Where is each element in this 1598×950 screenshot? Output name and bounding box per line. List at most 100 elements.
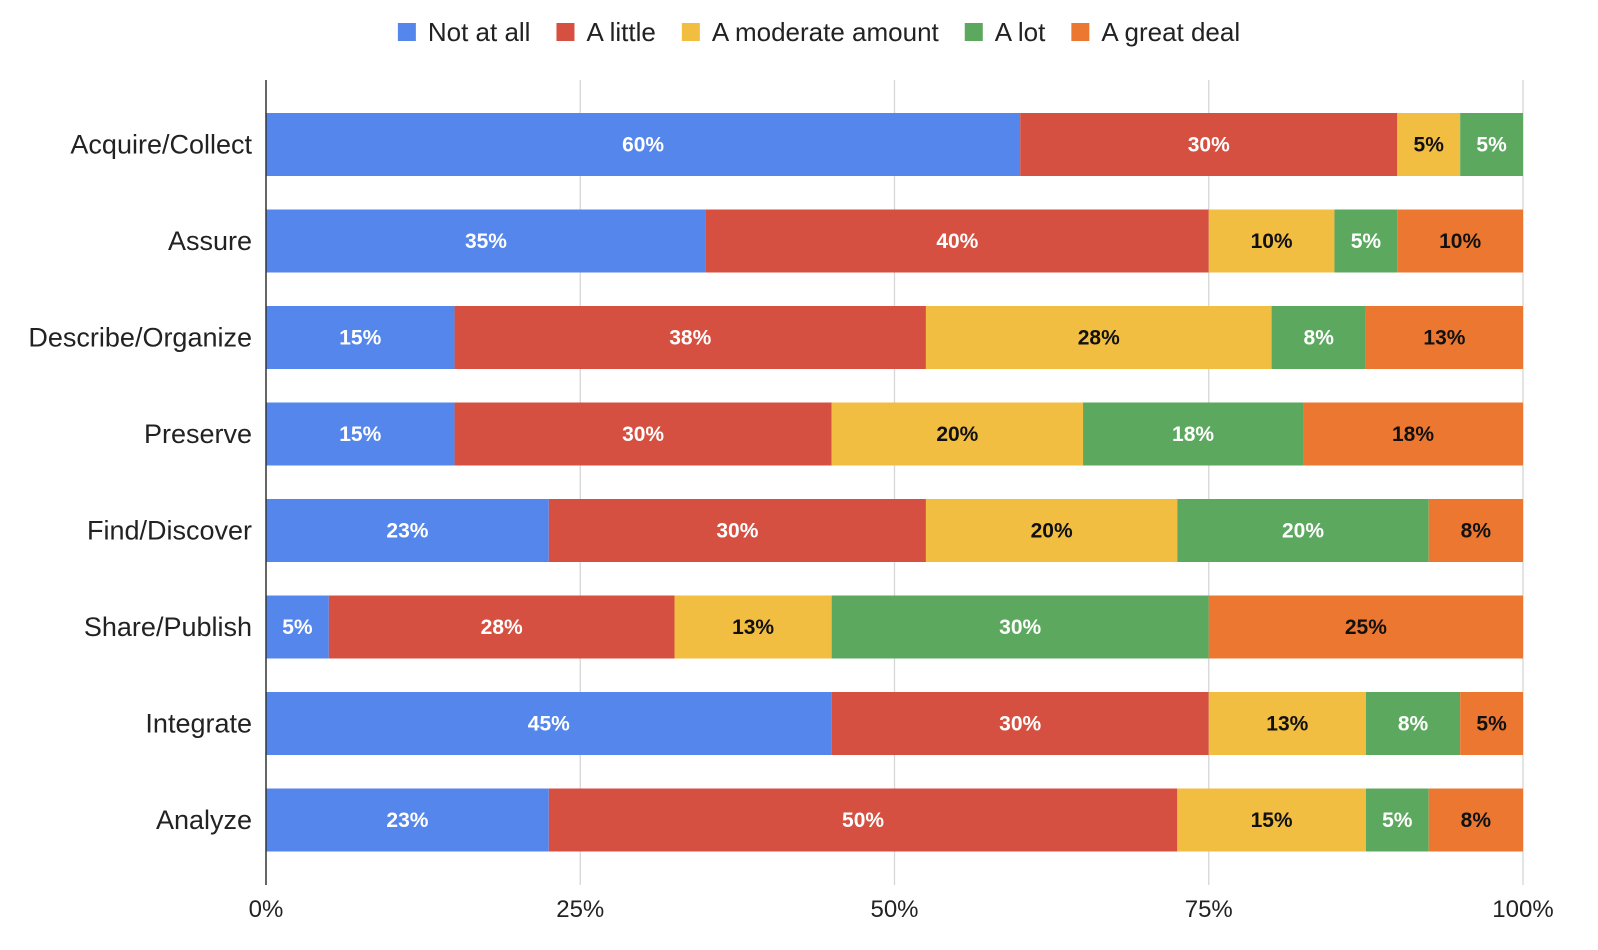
bar-segment xyxy=(1271,306,1366,369)
category-label: Analyze xyxy=(156,805,252,835)
data-label: 60% xyxy=(622,134,664,157)
bar-segment xyxy=(925,499,1178,562)
legend-label: A great deal xyxy=(1101,17,1240,47)
category-label: Find/Discover xyxy=(87,516,252,546)
legend-swatch xyxy=(556,23,575,41)
bar-segment xyxy=(1303,402,1523,466)
data-label: 5% xyxy=(1351,230,1382,253)
data-label: 40% xyxy=(936,230,978,253)
data-label: 20% xyxy=(1282,520,1324,543)
bar-segment xyxy=(454,402,832,466)
bar-segments xyxy=(266,113,1523,852)
legend-label: A lot xyxy=(995,17,1046,47)
data-label: 45% xyxy=(528,713,570,736)
x-axis: 0% 25% 50% 75% 100% xyxy=(249,80,1554,923)
x-tick-label: 50% xyxy=(870,896,918,923)
category-label: Describe/Organize xyxy=(28,323,252,353)
bar-segment xyxy=(674,595,832,659)
data-label: 18% xyxy=(1392,423,1434,446)
legend-item: A moderate amount xyxy=(681,17,940,47)
bar-segment xyxy=(266,499,549,562)
bar-segment xyxy=(1460,113,1523,176)
data-label: 10% xyxy=(1251,230,1293,253)
bar-segment xyxy=(266,788,549,852)
chart-legend: Not at all A little A moderate amount A lot… xyxy=(397,17,1240,47)
bar-segment xyxy=(1334,209,1398,273)
bar-segment xyxy=(266,402,455,466)
legend-label: Not at all xyxy=(428,17,531,47)
bar-segment xyxy=(548,499,926,562)
x-tick-label: 0% xyxy=(249,896,284,923)
legend-swatch xyxy=(964,23,983,41)
bar-segment xyxy=(831,692,1209,755)
bar-segment xyxy=(925,306,1272,369)
data-label: 8% xyxy=(1461,520,1492,543)
bar-segment xyxy=(548,788,1178,852)
x-tick-label: 25% xyxy=(556,896,604,923)
category-axis: Acquire/Collect Assure Describe/Organize Pr… xyxy=(28,130,252,836)
data-label: 20% xyxy=(1031,520,1073,543)
bar-segment xyxy=(266,692,832,755)
bar-segment xyxy=(454,306,926,369)
data-label: 10% xyxy=(1439,230,1481,253)
data-label: 28% xyxy=(1078,327,1120,350)
data-label: 23% xyxy=(386,520,428,543)
x-tick-label: 100% xyxy=(1492,896,1553,923)
segment-data-labels: 60% 30% 5% 5% 35% 40% 10% 5% 10% 15% 38% 28% 8% 13% 15… xyxy=(282,134,1507,833)
bar-segment xyxy=(1365,692,1461,755)
bar-segment xyxy=(266,209,706,273)
data-label: 13% xyxy=(732,616,774,639)
bar-segment xyxy=(1428,499,1523,562)
data-label: 15% xyxy=(339,327,381,350)
data-label: 30% xyxy=(622,423,664,446)
category-label: Assure xyxy=(168,226,252,256)
category-label: Acquire/Collect xyxy=(70,130,252,160)
bar-segment xyxy=(1177,788,1366,852)
bar-segment xyxy=(705,209,1209,273)
legend-label: A moderate amount xyxy=(712,17,940,47)
x-tick-label: 75% xyxy=(1185,896,1233,923)
data-label: 15% xyxy=(339,423,381,446)
data-label: 5% xyxy=(1414,134,1445,157)
legend-item: A little xyxy=(556,17,656,47)
bar-segment xyxy=(1428,788,1523,852)
category-label: Integrate xyxy=(145,709,252,739)
data-label: 23% xyxy=(386,809,428,832)
data-label: 8% xyxy=(1461,809,1492,832)
legend-swatch xyxy=(681,23,700,41)
legend-swatch xyxy=(1071,23,1090,41)
data-label: 30% xyxy=(716,520,758,543)
bar-segment xyxy=(1365,306,1523,369)
data-label: 5% xyxy=(1382,809,1413,832)
category-label: Share/Publish xyxy=(84,612,252,642)
legend-swatch xyxy=(397,23,416,41)
data-label: 18% xyxy=(1172,423,1214,446)
legend-item: A great deal xyxy=(1071,17,1240,47)
bar-segment xyxy=(328,595,675,659)
bar-segment xyxy=(1208,209,1335,273)
bar-segment xyxy=(1397,113,1461,176)
data-label: 30% xyxy=(1188,134,1230,157)
data-label: 50% xyxy=(842,809,884,832)
bar-segment xyxy=(266,113,1021,176)
bar-segment xyxy=(266,595,329,659)
bar-segment xyxy=(1208,595,1523,659)
data-label: 20% xyxy=(936,423,978,446)
data-label: 38% xyxy=(669,327,711,350)
legend-label: A little xyxy=(586,17,655,47)
data-label: 28% xyxy=(481,616,523,639)
bar-segment xyxy=(831,402,1084,466)
data-label: 13% xyxy=(1266,713,1308,736)
data-label: 15% xyxy=(1251,809,1293,832)
data-label: 25% xyxy=(1345,616,1387,639)
bar-segment xyxy=(1177,499,1429,562)
data-label: 30% xyxy=(999,616,1041,639)
data-label: 8% xyxy=(1304,327,1335,350)
bar-segment xyxy=(1020,113,1398,176)
legend-item: Not at all xyxy=(397,17,531,47)
category-label: Preserve xyxy=(144,419,252,449)
data-label: 5% xyxy=(282,616,313,639)
grid-lines xyxy=(579,80,1524,885)
data-label: 8% xyxy=(1398,713,1429,736)
